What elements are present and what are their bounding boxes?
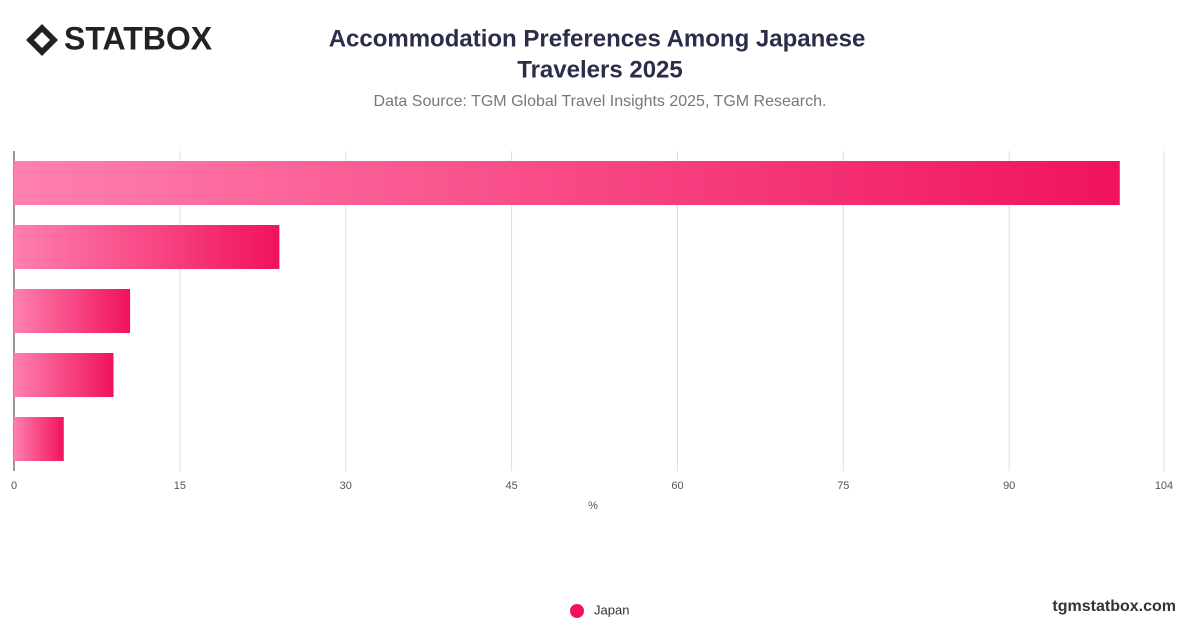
x-tick-label: 75: [837, 480, 849, 492]
logo: STATBOX: [26, 20, 213, 56]
footer: tgmstatbox.com: [1052, 598, 1176, 615]
x-tick-label: 30: [340, 480, 352, 492]
chart-title: Travelers 2025: [517, 56, 682, 83]
logo-icon-inner: [34, 32, 50, 48]
bar: [14, 289, 131, 333]
legend-label[interactable]: Japan: [594, 602, 629, 617]
bar: [14, 225, 280, 269]
x-tick-label: 60: [671, 480, 683, 492]
x-tick-label: 90: [1003, 480, 1015, 492]
x-tick-label: 15: [174, 480, 186, 492]
chart-title: Accommodation Preferences Among Japanese: [329, 25, 866, 52]
logo-text: STATBOX: [64, 20, 213, 56]
x-tick-label: 0: [11, 480, 17, 492]
chart-subtitle: Data Source: TGM Global Travel Insights …: [374, 93, 827, 110]
bar: [14, 353, 114, 397]
x-tick-label: 45: [505, 480, 517, 492]
x-tick-label: 104: [1155, 480, 1173, 492]
bar: [14, 417, 64, 461]
bar: [14, 161, 1120, 205]
legend-marker: [570, 604, 584, 618]
x-axis-label: %: [588, 500, 598, 512]
